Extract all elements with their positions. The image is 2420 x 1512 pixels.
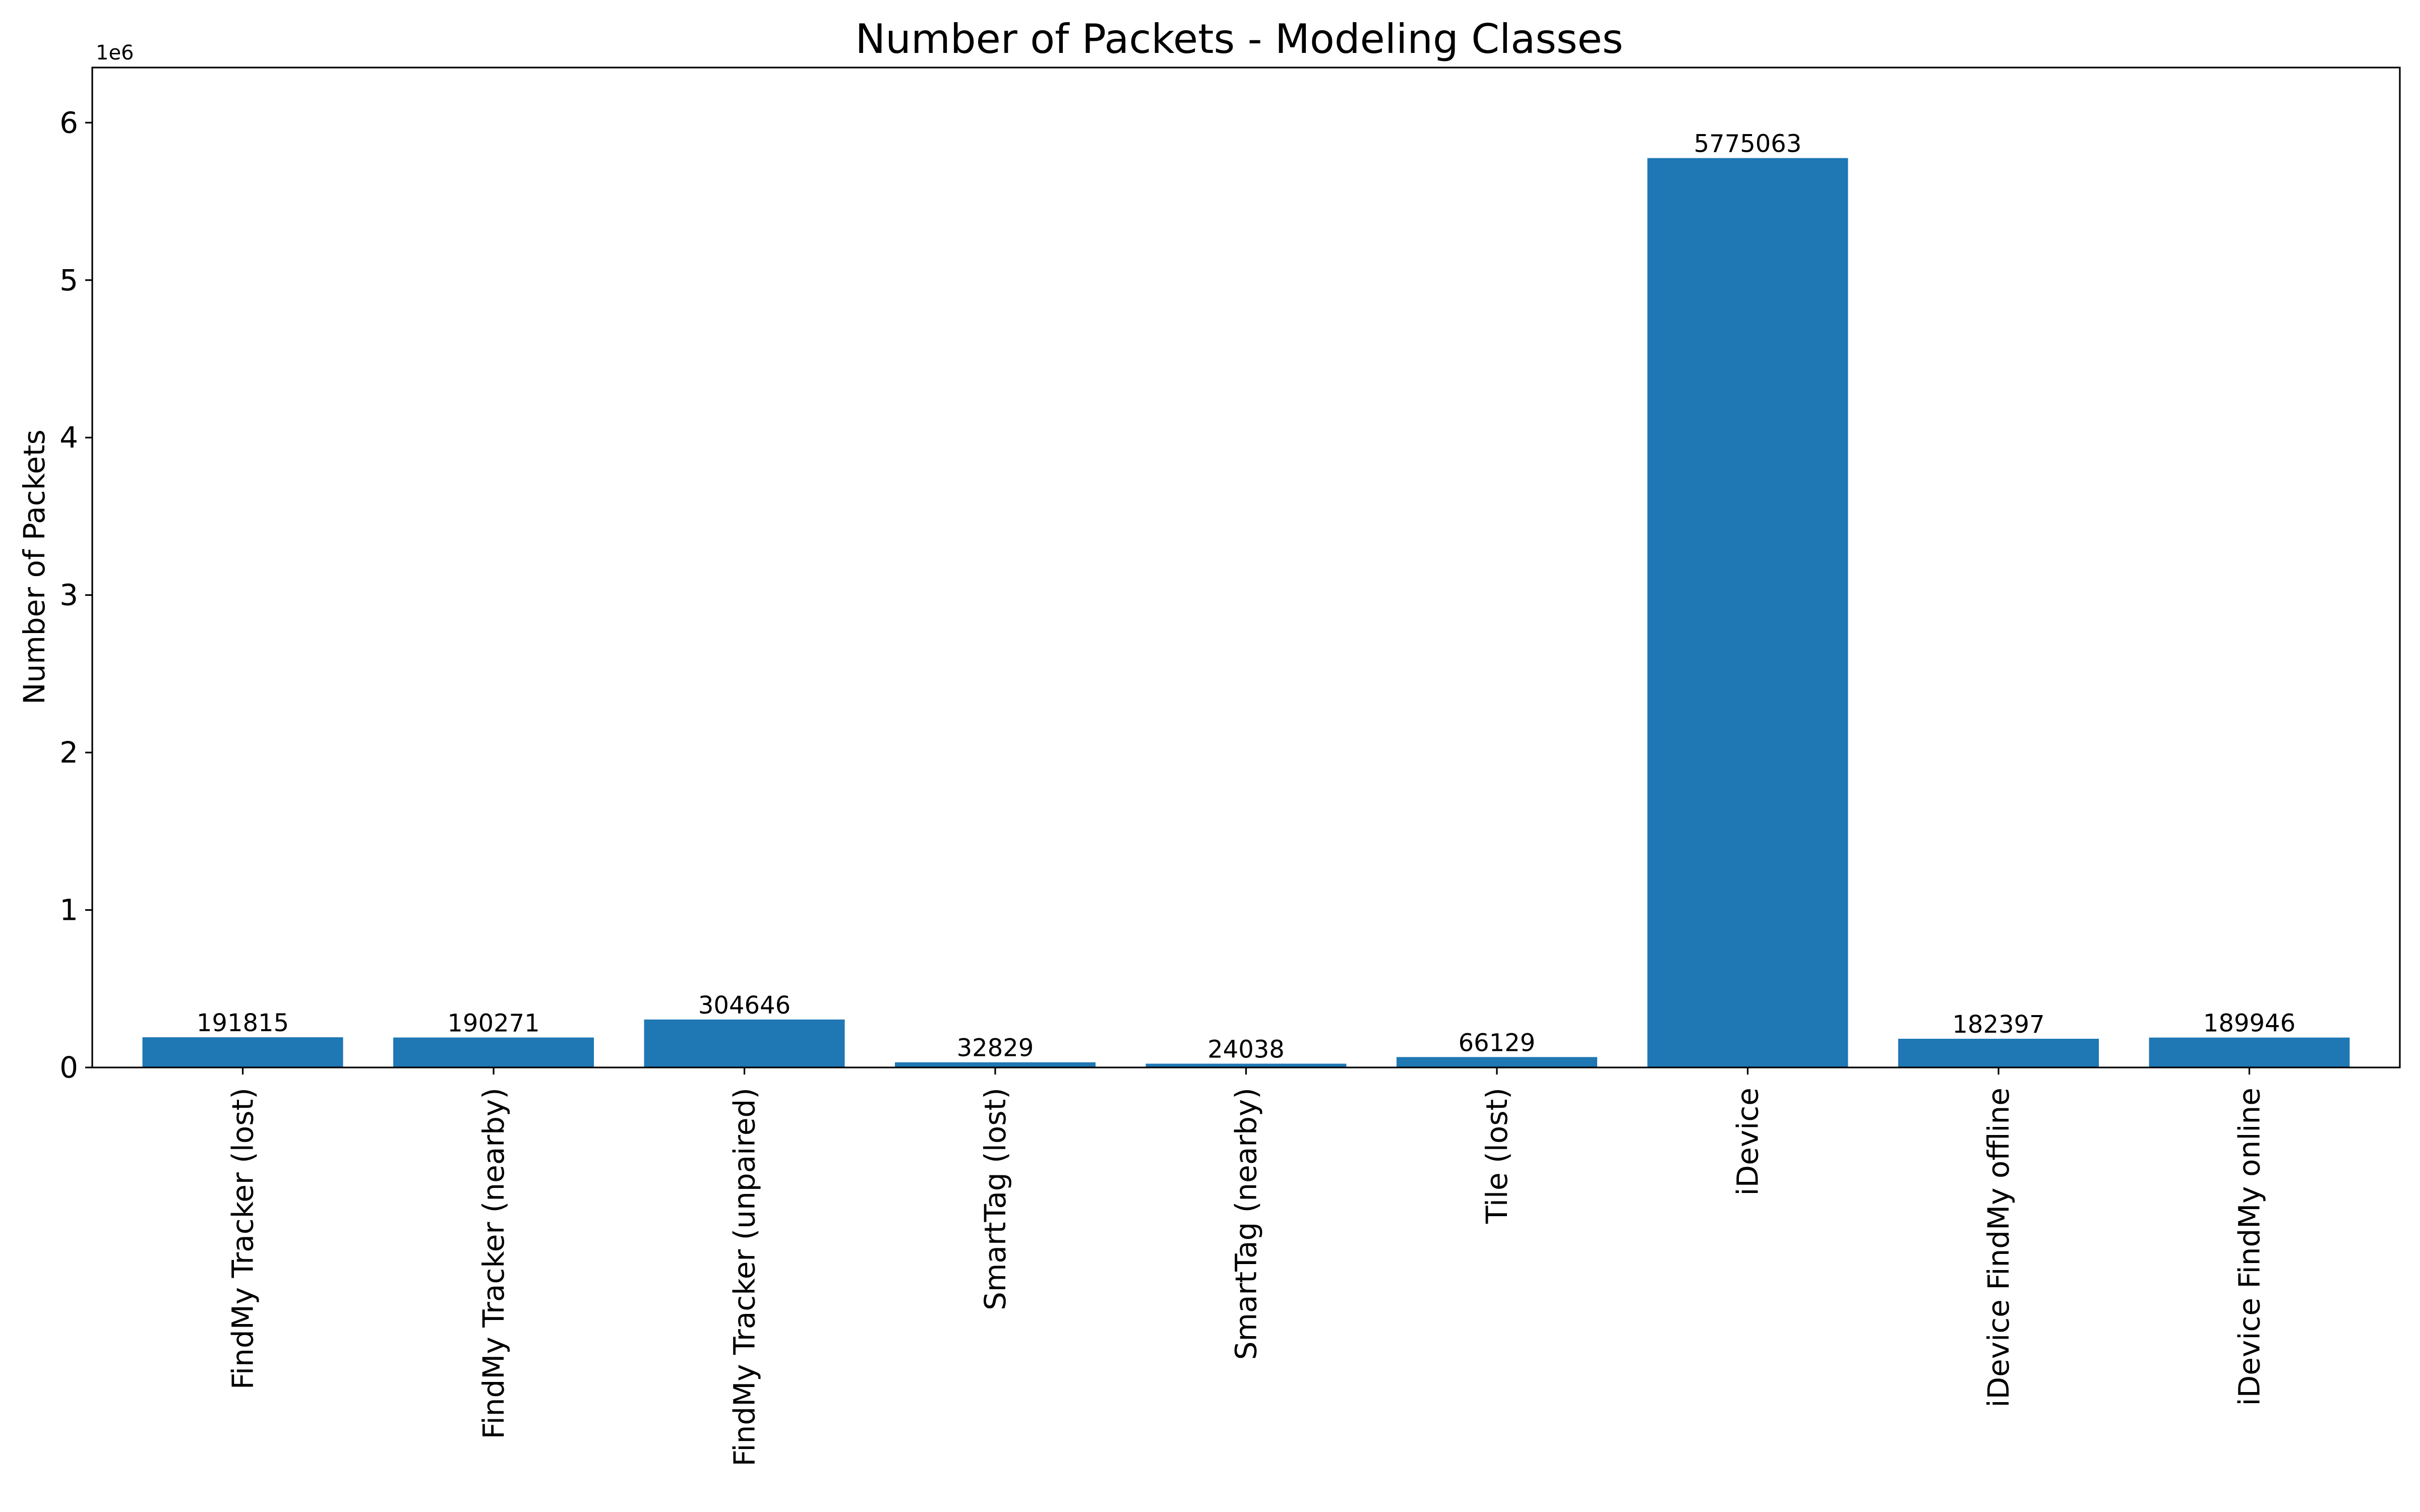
bar-value-label: 24038 [1207,1035,1285,1063]
bar-value-label: 32829 [957,1034,1034,1062]
bar-value-label: 189946 [2203,1010,2295,1038]
x-tick-label: SmartTag (lost) [978,1088,1012,1310]
chart-title: Number of Packets - Modeling Classes [855,16,1623,62]
bar [142,1037,343,1067]
bar-value-label: 182397 [1952,1011,2044,1039]
plot-area-frame [91,67,2401,1068]
bar [1898,1039,2099,1067]
y-tick-label: 3 [59,578,78,612]
x-tick-label: Tile (lost) [1480,1088,1514,1224]
y-tick-label: 6 [59,105,78,140]
bar [1397,1057,1597,1067]
x-tick-label: FindMy Tracker (lost) [226,1088,260,1390]
bar [393,1037,594,1067]
y-tick-label: 1 [59,893,78,927]
bar [895,1062,1096,1067]
x-axis: FindMy Tracker (lost) FindMy Tracker (nea… [226,1067,2267,1467]
bar [1647,158,1848,1068]
y-axis: 0 1 2 3 4 5 6 [59,105,92,1085]
bar-value-label: 191815 [197,1009,289,1037]
y-tick-label: 4 [59,420,78,455]
y-axis-offset-label: 1e6 [96,41,134,65]
bar [644,1019,845,1067]
bar-value-label: 304646 [698,991,791,1020]
x-tick-label: iDevice [1731,1088,1765,1195]
bars-layer [142,158,2350,1068]
y-tick-label: 0 [59,1050,78,1085]
bar [2149,1037,2350,1067]
y-tick-label: 5 [59,263,78,297]
x-tick-label: SmartTag (nearby) [1229,1088,1263,1360]
y-tick-label: 2 [59,735,78,770]
x-tick-label: FindMy Tracker (nearby) [476,1088,511,1439]
bar-value-label: 190271 [447,1010,539,1038]
x-tick-label: iDevice FindMy online [2232,1088,2267,1406]
bar-value-label: 66129 [1459,1029,1536,1057]
bar [1145,1063,1347,1067]
data-labels-layer: 191815 190271 304646 32829 24038 66129 5775063… [197,130,2295,1064]
y-axis-label: Number of Packets [17,429,51,705]
x-tick-label: iDevice FindMy offline [1981,1088,2016,1408]
x-tick-label: FindMy Tracker (unpaired) [728,1088,762,1467]
bar-value-label: 5775063 [1694,130,1802,158]
